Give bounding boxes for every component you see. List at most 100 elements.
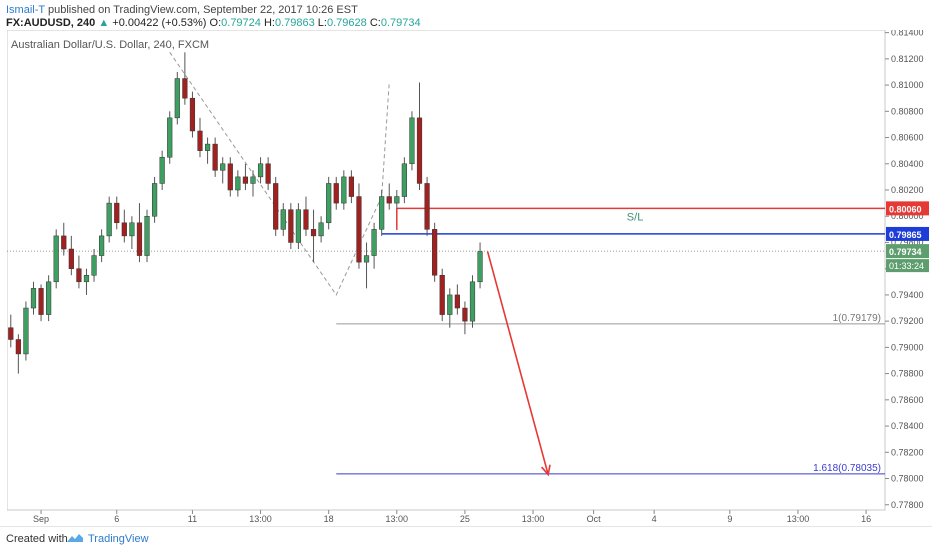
- y-tick-label: 0.79200: [891, 316, 924, 326]
- low-value: 0.79628: [326, 17, 367, 29]
- entry-price-tag: 0.79865: [889, 230, 922, 240]
- y-tick-label: 0.80200: [891, 185, 924, 195]
- y-tick-label: 0.78400: [891, 421, 924, 431]
- candle-body: [295, 209, 302, 243]
- publish-info: Ismail-T published on TradingView.com, S…: [6, 4, 358, 16]
- y-tick-label: 0.81200: [891, 54, 924, 64]
- stop-loss-price-tag: 0.80060: [889, 204, 922, 214]
- candle-body: [197, 130, 203, 151]
- change-value: +0.00422 (+0.53%): [112, 17, 207, 29]
- candle-body: [30, 288, 37, 309]
- candle-body: [167, 117, 173, 158]
- x-tick-label: 25: [460, 514, 470, 524]
- candle-body: [227, 163, 233, 191]
- ohlc-summary: FX:AUDUSD, 240 ▲ +0.00422 (+0.53%) O:0.7…: [6, 17, 421, 29]
- candle-body: [53, 235, 59, 283]
- x-tick-label: 13:00: [386, 514, 409, 524]
- candle-body: [159, 156, 165, 184]
- candle-body: [447, 294, 453, 315]
- candle-body: [273, 183, 279, 230]
- candles-series: [8, 52, 483, 374]
- candle-body: [265, 163, 271, 184]
- candle-body: [363, 255, 370, 263]
- footer: Created with TradingView: [0, 526, 932, 551]
- candle-body: [46, 281, 52, 315]
- candle-body: [341, 176, 347, 204]
- candle-body: [144, 215, 150, 256]
- tradingview-logo-icon: [67, 534, 83, 542]
- candle-body: [129, 222, 135, 237]
- chart-area[interactable]: Australian Dollar/U.S. Dollar, 240, FXCM…: [6, 28, 932, 525]
- created-with-text: Created with: [6, 533, 68, 545]
- candle-body: [212, 143, 218, 171]
- tradingview-brand[interactable]: TradingView: [88, 533, 149, 545]
- candle-body: [174, 78, 180, 119]
- x-tick-label: 18: [324, 514, 334, 524]
- candle-body: [114, 202, 120, 224]
- x-tick-label: 6: [114, 514, 119, 524]
- candle-body: [424, 183, 430, 230]
- candle-body: [182, 78, 188, 99]
- candle-body: [61, 235, 67, 250]
- candle-body: [99, 235, 105, 256]
- candle-body: [257, 163, 264, 178]
- candle-body: [280, 209, 286, 230]
- candle-body: [68, 248, 74, 269]
- y-tick-label: 0.81400: [891, 30, 924, 38]
- candle-body: [356, 196, 362, 263]
- price-chart[interactable]: Australian Dollar/U.S. Dollar, 240, FXCM…: [6, 28, 932, 525]
- candle-body: [83, 274, 90, 283]
- candle-body: [439, 274, 445, 315]
- candle-body: [454, 294, 460, 309]
- candle-body: [348, 176, 354, 197]
- projection-arrow: [486, 251, 549, 475]
- candle-body: [432, 229, 438, 276]
- candle-body: [469, 281, 476, 322]
- candle-body: [189, 97, 196, 132]
- current-price-tag: 0.79734: [889, 247, 922, 257]
- publish-text: published on TradingView.com, September …: [44, 4, 358, 16]
- x-tick-label: 13:00: [787, 514, 810, 524]
- author-link[interactable]: Ismail-T: [6, 4, 45, 16]
- candle-body: [318, 222, 324, 237]
- symbol-label: FX:AUDUSD, 240: [6, 17, 96, 29]
- fib-level-1-label: 1(0.79179): [833, 313, 881, 324]
- drawing-labels: S/L 1(0.79179) 1.618(0.78035) 0.80060 0.7986…: [486, 201, 929, 477]
- open-value: 0.79724: [221, 17, 261, 29]
- candle-body: [23, 307, 29, 355]
- candle-body: [371, 229, 377, 256]
- x-tick-label: 9: [727, 514, 732, 524]
- candle-body: [416, 117, 423, 184]
- close-value: 0.79734: [380, 17, 421, 29]
- candle-body: [106, 202, 112, 237]
- y-tick-label: 0.77800: [891, 500, 924, 510]
- fib-level-1618-label: 1.618(0.78035): [813, 463, 881, 474]
- open-label: O:: [209, 17, 222, 29]
- candle-body: [394, 196, 400, 204]
- y-tick-label: 0.79400: [891, 290, 924, 300]
- current-price-tag-bg: [886, 244, 929, 259]
- up-arrow-icon: ▲: [98, 17, 110, 29]
- candle-body: [326, 183, 332, 224]
- candle-body: [91, 255, 97, 276]
- candle-body: [477, 251, 483, 283]
- plot-frame: [6, 29, 886, 511]
- candle-body: [76, 268, 82, 283]
- time-axis[interactable]: Sep 6 11 13:00 18 13:00 25 13:00 Oct 4 9 13:00 16: [33, 510, 871, 524]
- candle-body: [220, 163, 226, 171]
- y-tick-label: 0.80400: [891, 159, 924, 169]
- y-tick-label: 0.80800: [891, 106, 924, 116]
- y-tick-label: 0.79000: [891, 342, 924, 352]
- x-tick-label: Sep: [33, 514, 49, 524]
- candle-body: [235, 176, 241, 191]
- low-label: L:: [317, 17, 327, 29]
- candle-body: [386, 196, 392, 204]
- candle-body: [15, 339, 21, 355]
- current-price-tag-countdown: 01:33:24: [889, 261, 924, 271]
- y-tick-label: 0.80000: [891, 211, 924, 221]
- y-tick-label: 0.78800: [891, 369, 924, 379]
- candle-body: [462, 307, 468, 322]
- candle-body: [310, 229, 317, 237]
- candle-body: [151, 183, 158, 217]
- candle-body: [409, 117, 415, 165]
